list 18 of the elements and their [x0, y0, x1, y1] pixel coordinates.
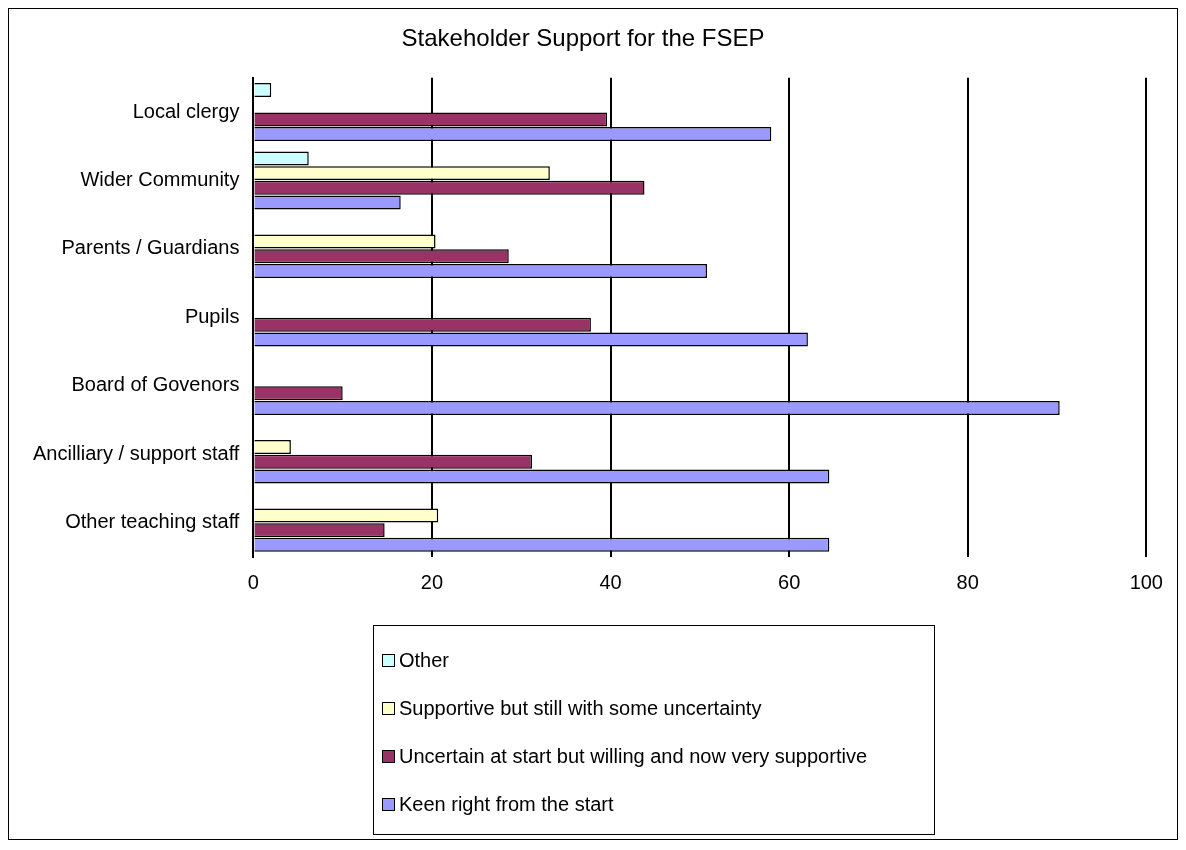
x-tick-label: 0 — [247, 570, 259, 593]
x-tick-label: 80 — [956, 570, 979, 593]
x-tick-label: 100 — [1129, 570, 1163, 593]
legend-label: Supportive but still with some uncertainty — [399, 696, 762, 720]
x-tick-label: 40 — [599, 570, 622, 593]
legend-label: Other — [399, 648, 450, 672]
chart-title: Stakeholder Support for the FSEP — [401, 24, 765, 52]
y-tick-label: Local clergy — [132, 99, 240, 122]
y-tick-label: Other teaching staff — [65, 510, 240, 533]
y-tick-label: Board of Govenors — [71, 373, 240, 396]
y-tick-label: Parents / Guardians — [61, 236, 240, 259]
x-tick-label: 60 — [778, 570, 801, 593]
x-tick-label: 20 — [420, 570, 444, 593]
y-tick-label: Wider Community — [80, 168, 240, 190]
y-tick-label: Pupils — [184, 304, 240, 327]
legend-label: Keen right from the start — [399, 792, 614, 816]
legend-label: Uncertain at start but willing and now very supportive — [399, 744, 868, 768]
y-tick-label: Ancilliary / support staff — [33, 441, 240, 464]
